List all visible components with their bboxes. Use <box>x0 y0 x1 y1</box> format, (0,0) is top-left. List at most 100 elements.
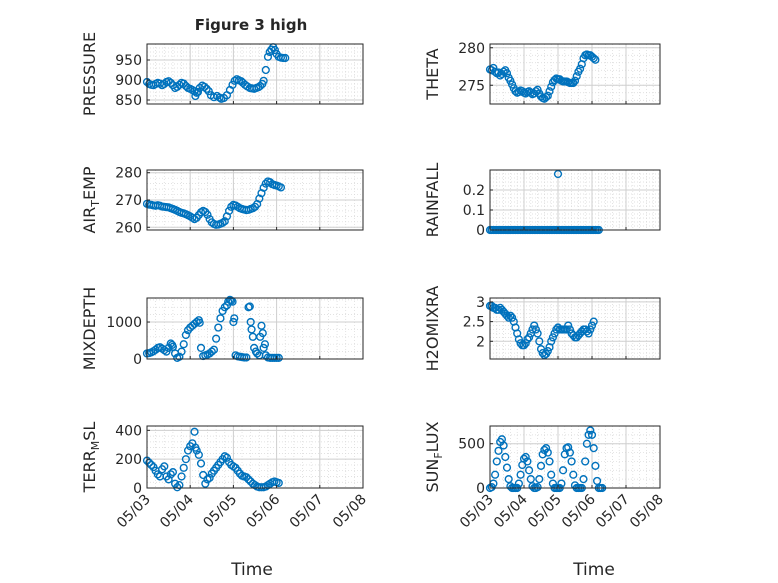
data-point <box>567 457 576 466</box>
data-point <box>181 455 190 464</box>
data-point <box>589 54 598 63</box>
data-point <box>584 329 593 338</box>
data-point <box>177 347 186 356</box>
data-point <box>523 335 532 344</box>
y-axis-label: THETA <box>423 48 442 100</box>
data-point <box>200 82 209 91</box>
data-point <box>507 313 517 322</box>
data-point <box>204 87 213 96</box>
data-point <box>179 463 188 472</box>
data-point <box>218 218 227 228</box>
x-tick-label: 05/04 <box>157 491 197 531</box>
subplot-5: 0 1000 MIXDEPTH <box>80 287 364 370</box>
data-point <box>173 82 182 91</box>
data-point <box>259 183 268 192</box>
data-point <box>535 337 544 346</box>
data-point <box>175 481 184 490</box>
y-tick-label: 1000 <box>106 315 142 331</box>
data-point <box>507 80 517 89</box>
x-tick-label: 05/03 <box>114 492 154 532</box>
data-point <box>194 450 203 459</box>
data-point <box>214 323 223 332</box>
data-point <box>538 348 547 358</box>
data-point <box>564 321 573 330</box>
data-point <box>220 217 229 226</box>
data-point <box>212 334 221 343</box>
data-point <box>164 475 173 484</box>
data-point <box>228 80 237 89</box>
data-point <box>147 460 156 470</box>
x-tick-label: 05/08 <box>330 492 370 532</box>
y-axis-label: MIXDEPTH <box>80 287 99 370</box>
data-point <box>543 448 552 457</box>
data-point <box>492 457 501 466</box>
axes-box <box>489 297 661 360</box>
data-point <box>565 325 575 334</box>
data-point <box>533 85 542 94</box>
y-tick-label: 0.2 <box>463 183 485 199</box>
data-point <box>166 470 175 479</box>
data-point <box>227 296 236 305</box>
y-axis-label: PRESSURE <box>80 32 99 116</box>
y-tick-label: 850 <box>115 93 142 109</box>
data-point <box>199 470 208 480</box>
data-point <box>153 470 162 479</box>
x-tick-label: 05/05 <box>525 492 565 532</box>
data-point <box>502 463 512 472</box>
y-axis-label: H2OMIXRA <box>423 286 442 372</box>
data-point <box>514 335 524 344</box>
data-point <box>253 349 262 358</box>
data-point <box>201 479 210 488</box>
data-point <box>548 333 558 342</box>
data-point <box>533 483 542 492</box>
data-point <box>203 210 212 219</box>
data-point <box>183 446 193 455</box>
x-tick-label: 05/03 <box>457 492 497 532</box>
data-point <box>224 206 234 216</box>
data-point <box>569 78 578 88</box>
y-tick-label: 500 <box>458 437 485 453</box>
data-point <box>528 325 537 334</box>
y-tick-label: 400 <box>115 423 142 439</box>
data-point <box>222 453 232 462</box>
data-point <box>179 79 188 88</box>
data-point <box>259 343 268 353</box>
data-point <box>173 483 182 492</box>
y-tick-label: 0.1 <box>463 203 485 219</box>
data-point <box>168 468 178 477</box>
y-axis-label: AIRTEMP <box>80 166 102 233</box>
y-tick-label: 275 <box>458 78 485 94</box>
data-point <box>543 347 552 356</box>
y-tick-label: 0 <box>476 481 485 497</box>
data-point <box>531 325 541 334</box>
data-point <box>523 457 532 466</box>
data-point <box>196 459 206 468</box>
data-point <box>229 317 238 327</box>
data-point <box>274 353 283 362</box>
data-point <box>276 183 286 192</box>
data-point <box>558 466 568 475</box>
data-point <box>209 345 219 354</box>
x-tick-label: 05/06 <box>559 491 599 531</box>
data-point <box>202 84 211 93</box>
data-point <box>519 341 529 350</box>
data-point <box>166 78 175 87</box>
x-axis-label-left: Time <box>230 560 273 580</box>
data-point <box>586 426 595 435</box>
data-point <box>196 343 206 353</box>
data-point <box>230 314 239 323</box>
y-axis-label: SUNFLUX <box>423 421 445 492</box>
x-tick-label: 05/06 <box>244 491 284 531</box>
data-point <box>526 88 535 97</box>
x-tick-label: 05/05 <box>200 492 240 532</box>
data-point <box>504 313 513 322</box>
data-point <box>589 444 598 453</box>
y-tick-label: 280 <box>115 166 142 182</box>
y-tick-label: 900 <box>115 73 142 89</box>
data-point <box>587 321 597 330</box>
data-point <box>562 325 571 334</box>
data-point <box>175 352 184 361</box>
y-tick-label: 0 <box>133 481 142 497</box>
